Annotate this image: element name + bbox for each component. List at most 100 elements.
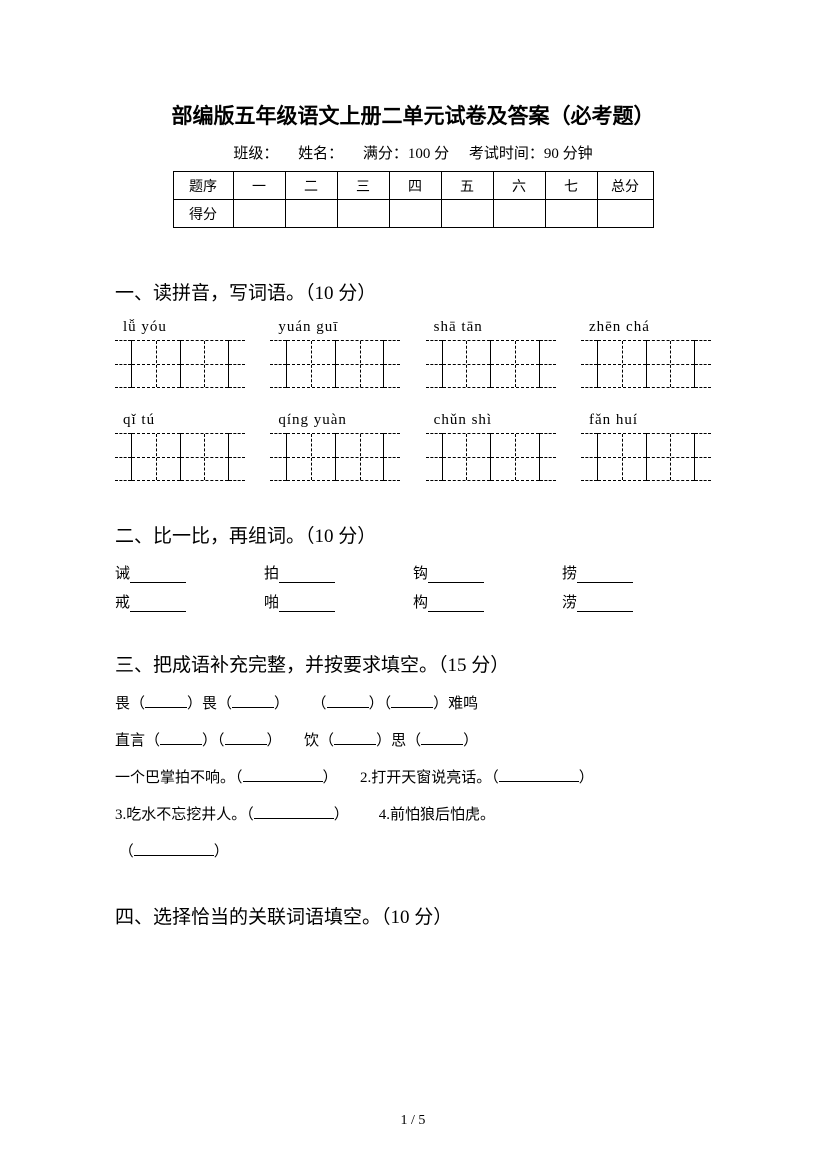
table-row: 题序 一 二 三 四 五 六 七 总分 — [173, 172, 653, 200]
compare-char: 涝 — [562, 595, 577, 611]
table-cell[interactable] — [493, 200, 545, 228]
compare-char: 啪 — [264, 595, 279, 611]
section-2: 二、比一比，再组词。（10 分） 诫 拍 钩 捞 戒 啪 构 涝 — [115, 521, 711, 612]
score-table: 题序 一 二 三 四 五 六 七 总分 得分 — [173, 171, 654, 228]
idiom-text: 直言（ — [115, 733, 160, 749]
section-1-heading: 一、读拼音，写词语。（10 分） — [115, 278, 711, 305]
compare-item: 啪 — [264, 591, 413, 612]
fill-blank[interactable] — [243, 768, 323, 782]
compare-char: 拍 — [264, 566, 279, 582]
table-cell[interactable] — [389, 200, 441, 228]
char-write-box[interactable] — [581, 433, 711, 481]
compare-char: 戒 — [115, 595, 130, 611]
idiom-text: ）（ — [202, 733, 225, 749]
table-cell: 五 — [441, 172, 493, 200]
char-write-box[interactable] — [426, 433, 556, 481]
idiom-line: 直言（）（） 饮（）思（） — [115, 728, 711, 755]
table-cell[interactable] — [233, 200, 285, 228]
fill-blank[interactable] — [254, 805, 334, 819]
idiom-line: 一个巴掌拍不响。（） 2.打开天窗说亮话。（） — [115, 765, 711, 792]
idiom-text: ）思（ — [376, 733, 421, 749]
pinyin-text: qǐ tú — [115, 412, 245, 429]
compare-item: 诫 — [115, 562, 264, 583]
section-4-heading: 四、选择恰当的关联词语填空。（10 分） — [115, 902, 711, 929]
fill-blank[interactable] — [134, 842, 214, 856]
table-cell: 得分 — [173, 200, 233, 228]
compare-char: 捞 — [562, 566, 577, 582]
pinyin-text: fǎn huí — [581, 412, 711, 429]
pinyin-text: shā tān — [426, 319, 556, 336]
char-write-box[interactable] — [270, 340, 400, 388]
class-label: 班级： — [233, 146, 278, 162]
table-cell[interactable] — [441, 200, 493, 228]
idiom-text: 3.吃水不忘挖井人。（ — [115, 807, 254, 823]
idiom-text: ）畏（ — [187, 696, 232, 712]
fullmark-label: 满分：100 分 — [363, 146, 449, 162]
section-3: 三、把成语补充完整，并按要求填空。（15 分） 畏（）畏（） （）（）难鸣 直言… — [115, 650, 711, 866]
fill-blank[interactable] — [279, 567, 335, 583]
char-write-box[interactable] — [115, 433, 245, 481]
pinyin-group: qǐ tú — [115, 412, 245, 481]
idiom-text: ） — [267, 733, 282, 749]
idiom-line: 畏（）畏（） （）（）难鸣 — [115, 691, 711, 718]
fill-blank[interactable] — [160, 731, 202, 745]
fill-blank[interactable] — [225, 731, 267, 745]
name-label: 姓名： — [298, 146, 343, 162]
table-cell: 一 — [233, 172, 285, 200]
char-write-box[interactable] — [581, 340, 711, 388]
char-write-box[interactable] — [270, 433, 400, 481]
compare-char: 构 — [413, 595, 428, 611]
table-cell: 三 — [337, 172, 389, 200]
fill-blank[interactable] — [232, 694, 274, 708]
idiom-text: ） — [463, 733, 478, 749]
fill-blank[interactable] — [279, 596, 335, 612]
idiom-text: ） — [579, 770, 594, 786]
compare-item: 涝 — [562, 591, 711, 612]
table-cell[interactable] — [545, 200, 597, 228]
pinyin-text: lǚ yóu — [115, 319, 245, 336]
pinyin-text: zhēn chá — [581, 319, 711, 336]
fill-blank[interactable] — [421, 731, 463, 745]
compare-item: 拍 — [264, 562, 413, 583]
table-cell[interactable] — [285, 200, 337, 228]
fill-blank[interactable] — [428, 596, 484, 612]
fill-blank[interactable] — [577, 596, 633, 612]
idiom-text: ） — [214, 844, 229, 860]
fill-blank[interactable] — [499, 768, 579, 782]
pinyin-group: shā tān — [426, 319, 556, 388]
fill-blank[interactable] — [130, 567, 186, 583]
table-cell[interactable] — [597, 200, 653, 228]
fill-blank[interactable] — [334, 731, 376, 745]
idiom-text: 畏（ — [115, 696, 145, 712]
section-2-heading: 二、比一比，再组词。（10 分） — [115, 521, 711, 548]
compare-row: 诫 拍 钩 捞 — [115, 562, 711, 583]
compare-item: 构 — [413, 591, 562, 612]
pinyin-row-2: qǐ tú qíng yuàn chǔn shì fǎn huí — [115, 412, 711, 481]
fill-blank[interactable] — [428, 567, 484, 583]
pinyin-group: chǔn shì — [426, 412, 556, 481]
fill-blank[interactable] — [577, 567, 633, 583]
char-write-box[interactable] — [426, 340, 556, 388]
section-3-heading: 三、把成语补充完整，并按要求填空。（15 分） — [115, 650, 711, 677]
fill-blank[interactable] — [130, 596, 186, 612]
compare-char: 诫 — [115, 566, 130, 582]
pinyin-group: qíng yuàn — [270, 412, 400, 481]
pinyin-text: chǔn shì — [426, 412, 556, 429]
idiom-text: ） — [334, 807, 349, 823]
table-cell: 四 — [389, 172, 441, 200]
table-cell: 七 — [545, 172, 597, 200]
fill-blank[interactable] — [145, 694, 187, 708]
table-cell: 六 — [493, 172, 545, 200]
char-write-box[interactable] — [115, 340, 245, 388]
fill-blank[interactable] — [327, 694, 369, 708]
idiom-text: 4.前怕狼后怕虎。 — [379, 807, 495, 823]
table-cell[interactable] — [337, 200, 389, 228]
fill-blank[interactable] — [391, 694, 433, 708]
idiom-line: 3.吃水不忘挖井人。（ ） 4.前怕狼后怕虎。 — [115, 802, 711, 829]
pinyin-group: yuán guī — [270, 319, 400, 388]
idiom-line: （） — [115, 839, 711, 866]
idiom-text: ） — [274, 696, 289, 712]
table-cell: 总分 — [597, 172, 653, 200]
idiom-text: 一个巴掌拍不响。（ — [115, 770, 243, 786]
time-label: 考试时间：90 分钟 — [469, 146, 593, 162]
